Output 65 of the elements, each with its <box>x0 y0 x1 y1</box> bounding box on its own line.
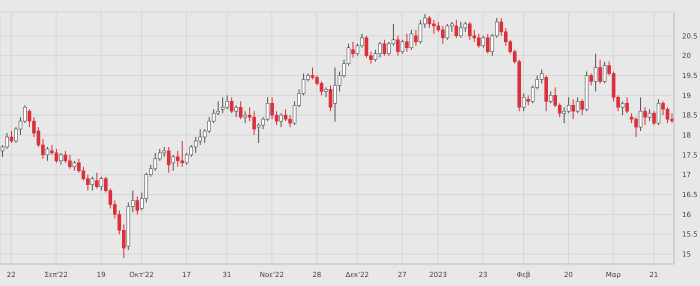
candlestick <box>589 73 593 86</box>
candlestick <box>176 150 180 168</box>
candlestick <box>243 110 247 124</box>
candlestick <box>396 35 400 56</box>
candlestick <box>387 41 391 56</box>
candlestick <box>544 74 548 112</box>
candlestick <box>288 114 292 128</box>
candlestick <box>153 152 158 172</box>
candlestick <box>602 61 606 84</box>
candlestick <box>238 100 242 120</box>
candlestick <box>234 104 238 118</box>
candlestick <box>136 196 140 215</box>
candlestick <box>59 152 63 166</box>
candlestick <box>162 146 166 158</box>
candlestick <box>638 96 642 132</box>
candlestick <box>414 29 418 46</box>
candlestick <box>266 96 270 122</box>
candlestick <box>526 94 530 106</box>
candlestick <box>580 98 584 116</box>
candlestick <box>548 90 552 104</box>
candlestick <box>72 160 76 172</box>
candlestick <box>171 154 176 172</box>
candlestick <box>194 136 198 154</box>
candlestick <box>625 96 629 114</box>
candlestick <box>459 21 463 38</box>
candlestick <box>598 59 602 84</box>
candlestick <box>90 176 94 192</box>
candlestick <box>351 41 355 58</box>
candlestick <box>46 146 50 162</box>
candlestick <box>486 33 490 54</box>
candlestick <box>643 106 647 126</box>
candlestick <box>382 39 386 56</box>
candlestick <box>656 98 660 126</box>
candlestick <box>476 33 481 48</box>
candlestick <box>279 112 283 128</box>
candlestick <box>230 96 234 114</box>
candlestick <box>328 84 332 112</box>
candlestick <box>620 100 624 116</box>
candlestick <box>64 150 68 164</box>
candlestick <box>180 140 184 168</box>
candlestick <box>428 15 432 28</box>
candlestick <box>468 21 472 40</box>
candlestick <box>10 130 14 144</box>
candlestick <box>446 23 450 40</box>
candlestick <box>454 19 458 38</box>
candlestick <box>566 96 570 114</box>
candlestick <box>166 146 171 174</box>
candlestick <box>400 39 404 54</box>
candlestick <box>410 29 414 50</box>
candlestick <box>252 110 256 136</box>
candlestick <box>652 110 656 126</box>
candlestick <box>648 108 652 122</box>
candlestick <box>405 33 409 52</box>
candlestick <box>594 53 598 92</box>
candlestick <box>571 98 575 120</box>
candlestick <box>100 176 104 192</box>
candlestick <box>198 128 202 146</box>
candlestick <box>522 92 526 112</box>
candlestick <box>225 94 229 110</box>
candlestick <box>540 69 544 84</box>
candlestick <box>418 19 422 44</box>
candlestick <box>324 86 328 98</box>
candlestick <box>95 172 99 190</box>
candlestick <box>576 96 580 114</box>
candlestick <box>481 35 486 48</box>
